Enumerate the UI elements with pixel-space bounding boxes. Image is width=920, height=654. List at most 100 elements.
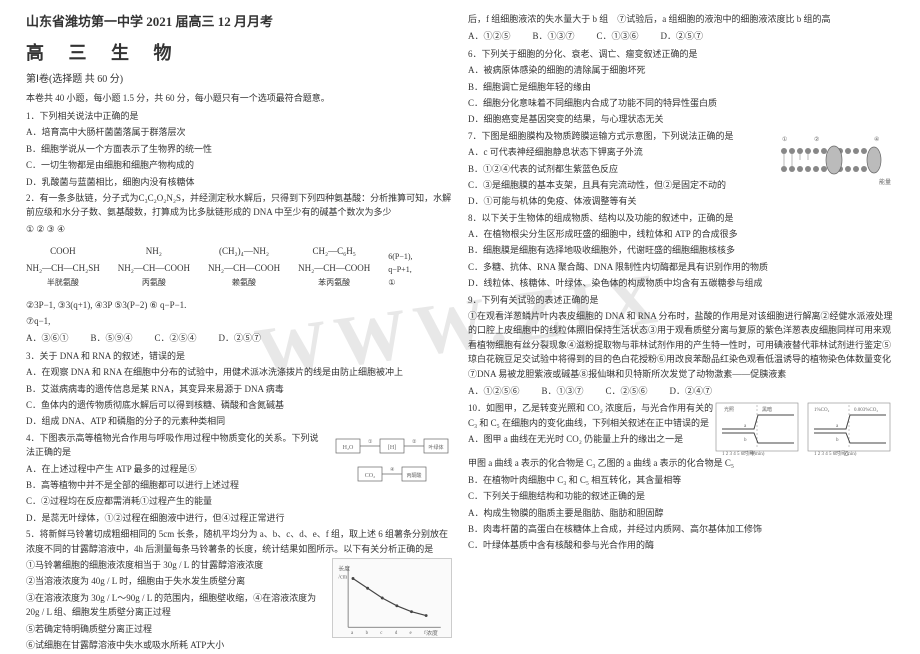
svg-text:0.003%CO₂: 0.003%CO₂	[854, 408, 878, 413]
q5-b: ②当溶液浓度为 40g / L 时，细胞由于失水发生质壁分离	[26, 574, 326, 588]
q2-a: A．③⑥①	[26, 331, 69, 345]
section-header: 第Ⅰ卷(选择题 共 60 分)	[26, 72, 452, 88]
question-6: 6．下列关于细胞的分化、衰老、调亡、瘤变叙述正确的是	[468, 47, 894, 61]
svg-text:①: ①	[782, 136, 787, 143]
svg-text:长度: 长度	[338, 565, 350, 573]
svg-text:a: a	[744, 424, 747, 429]
side6: ④3P ⑤3(P−2) ⑥ q−P−1.	[95, 300, 187, 310]
r0-d: D．②⑤⑦	[661, 29, 704, 43]
q2-d: D．②⑤⑦	[219, 331, 262, 345]
q8-b: B．细胞膜是细胞有选择地吸收细胞外，代谢旺盛的细胞细胞核核多	[468, 243, 894, 257]
right-column: 后，f 组细胞液浓的失水量大于 b 组 ⑦试验后，a 组细胞的液泡中的细胞液浓度…	[460, 12, 902, 639]
chem-1: COOH NH₂—CH—CH₂SH 半胱氨酸	[26, 244, 100, 290]
svg-text:b: b	[366, 631, 369, 636]
subject-title: 高 三 生 物	[26, 39, 452, 68]
chem-2: NH₂ NH₂—CH—COOH 丙氨酸	[118, 244, 190, 290]
q7-b: B．①②④代表的试剂都生紫蓝色反应	[468, 162, 768, 176]
q1-opt-d: D．乳酸菌与蓝菌相比，细胞内没有核糖体	[26, 175, 452, 189]
r0-b: B．①③⑦	[533, 29, 575, 43]
q10-b: 甲图 a 曲线 a 表示的化合物是 C₃ 乙图的 a 曲线 a 表示的化合物是 …	[468, 456, 894, 470]
q2-options: A．③⑥① B．⑤⑨④ C．②⑤④ D．②⑤⑦	[26, 331, 452, 345]
svg-text:①: ①	[368, 439, 373, 445]
svg-text:叶绿体: 叶绿体	[428, 444, 443, 451]
chem-1-f1: COOH	[26, 244, 100, 258]
q2-c: C．②⑤④	[155, 331, 197, 345]
q5-d: ⑤若确定特明确质壁分离正过程	[26, 622, 326, 636]
svg-text:②: ②	[412, 439, 417, 445]
side7: ⑦q−1,	[26, 314, 452, 328]
svg-text:1%CO₂: 1%CO₂	[814, 408, 830, 413]
q9-a: ①在观看洋葱鳞片叶内表皮细胞的 DNA 和 RNA 分布时，盐酸的作用是对该细胞…	[468, 309, 894, 381]
chem-3-f1: (CH₂)₄—NH₂	[208, 244, 280, 258]
svg-text:e: e	[410, 631, 412, 636]
q10-a: A．图甲 a 曲线在无光时 CO₂ 仍能量上升的缘出之一是	[468, 432, 714, 446]
q6-c: C．细胞分化意味着不同细胞内合成了功能不同的特异性蛋白质	[468, 96, 894, 110]
q5-a: ①马铃薯细胞的细胞液浓度相当于 30g / L 的甘露醇溶液浓度	[26, 558, 326, 572]
chem-2-name: 丙氨酸	[118, 277, 190, 290]
chart-q5: 长度 /cm 浓度 a b c d e f	[332, 558, 452, 638]
q3-c: C．鱼体内的遗传物质彻底水解后可以得到核糖、磷酸和含氮碱基	[26, 398, 452, 412]
question-9: 9．下列有关试验的表述正确的是	[468, 293, 894, 307]
side3: ①	[388, 277, 412, 290]
q4-d: D．是蕊无叶绿体，①②过程在细胞液中进行，但④过程正常进行	[26, 511, 326, 525]
question-1: 1．下列相关说法中正确的是	[26, 109, 452, 123]
side5: ③3(q+1),	[58, 300, 93, 310]
q9-options: A．①②⑤⑥ B．①③⑦ C．②⑤⑥ D．②④⑦	[468, 384, 894, 398]
q4-a: A．在上述过程中产生 ATP 最多的过程是⑤	[26, 462, 326, 476]
q7-c: C．③是细胞膜的基本支架，且具有完流动性，但②是固定不动的	[468, 178, 768, 192]
svg-text:/cm: /cm	[338, 574, 347, 580]
q10-c: B．在植物叶肉细胞中 C₃ 和 C₅ 相互转化，其含量相等	[468, 473, 894, 487]
svg-text:b: b	[744, 438, 747, 443]
diagram-q4: H₂O [H] 叶绿体 CO₂ 丙酮酸 ① ② ④	[332, 431, 452, 486]
svg-text:黑暗: 黑暗	[762, 406, 772, 413]
chem-4-f2: NH₂—CH—COOH	[298, 261, 370, 275]
q7-d: D．①可能与机体的免疫、体液调整等有关	[468, 194, 768, 208]
q6-a: A．被病原体感染的细胞的清除属于细胞坏死	[468, 63, 894, 77]
svg-text:a: a	[351, 631, 354, 636]
left-column: 山东省潍坊第一中学 2021 届高三 12 月月考 高 三 生 物 第Ⅰ卷(选择…	[18, 12, 460, 639]
chem-3: (CH₂)₄—NH₂ NH₂—CH—COOH 赖氨酸	[208, 244, 280, 290]
q11-b: B．肉毒杆菌的高蛋白在核糖体上合成，并经过内质网、高尔基体加工修饰	[468, 522, 894, 536]
chem-4-f1: CH₂—C₆H₅	[298, 244, 370, 258]
svg-text:④: ④	[874, 136, 879, 143]
main-title: 山东省潍坊第一中学 2021 届高三 12 月月考	[26, 12, 452, 33]
q2-b: B．⑤⑨④	[91, 331, 133, 345]
svg-text:H₂O: H₂O	[343, 445, 354, 451]
q9-oa: A．①②⑤⑥	[468, 384, 520, 398]
q9-od: D．②④⑦	[670, 384, 713, 398]
q8-a: A．在植物根尖分生区形成旺盛的细胞中，线粒体和 ATP 的合成很多	[468, 227, 894, 241]
q8-d: D．线粒体、核糖体、叶绿体、染色体的构成物质中均含有五碳糖参与组成	[468, 276, 894, 290]
svg-text:光照: 光照	[724, 406, 734, 413]
r0-c: C．①③⑥	[597, 29, 639, 43]
q11-c: C．叶绿体基质中含有核酸和参与光合作用的酶	[468, 538, 894, 552]
svg-text:④: ④	[390, 467, 395, 473]
chem-4-name: 苯丙氨酸	[298, 277, 370, 290]
r0-options: A．①②⑤ B．①③⑦ C．①③⑥ D．②⑤⑦	[468, 29, 894, 43]
instruction-text: 本卷共 40 小题，每小题 1.5 分，共 60 分，每小题只有一个选项最符合题…	[26, 91, 452, 105]
q1-opt-b: B．细胞学说从一个方面表示了生物界的统一性	[26, 142, 452, 156]
chart-q10: 光照 黑暗 a b 1 2 3 4 5 6时间(min) 甲 1%CO₂ 0.0…	[714, 401, 894, 456]
q5-e: ⑥试细胞在甘露醇溶液中失水或吸水所耗 ATP大小	[26, 638, 326, 652]
question-10: 10．如图甲，乙是转变光照和 CO₂ 浓度后，与光合作用有关的 C₃ 和 C₅ …	[468, 401, 714, 430]
svg-text:[H]: [H]	[388, 445, 396, 451]
q3-d: D．组成 DNA、ATP 和磷脂的分子的元素种类相同	[26, 414, 452, 428]
svg-text:c: c	[380, 631, 382, 636]
q2-formula-note: ① ② ③ ④	[26, 222, 452, 236]
question-5: 5．将新鲜马铃薯切成粗细相同的 5cm 长条，随机平均分为 a、b、c、d、e、…	[26, 527, 452, 556]
svg-text:a: a	[836, 424, 839, 429]
q4-b: B．高等植物中并不是全部的细胞都可以进行上述过程	[26, 478, 326, 492]
chem-formula-row: COOH NH₂—CH—CH₂SH 半胱氨酸 NH₂ NH₂—CH—COOH 丙…	[26, 244, 452, 290]
q5-c: ③在溶液浓度为 30g / L～90g / L 的范围内，细胞壁收缩，④在溶液浓…	[26, 591, 326, 620]
q7-a: A．c 可代表神经细胞静息状态下钾离子外流	[468, 145, 768, 159]
q9-oc: C．②⑤⑥	[606, 384, 648, 398]
chem-3-f2: NH₂—CH—COOH	[208, 261, 280, 275]
svg-text:CO₂: CO₂	[365, 473, 375, 479]
side1: 6(P−1),	[388, 251, 412, 264]
svg-text:②: ②	[814, 136, 819, 143]
question-2: 2．有一条多肽链，分子式为C₃C₂O₂N₂S，并经测定秋水解后，只得到下列四种氨…	[26, 191, 452, 220]
side4: ②3P−1,	[26, 300, 55, 310]
r0: 后，f 组细胞液浓的失水量大于 b 组 ⑦试验后，a 组细胞的液泡中的细胞液浓度…	[468, 12, 894, 26]
q6-d: D．细胞癌变是基因突变的结果，与心理状态无关	[468, 112, 894, 126]
svg-text:能量: 能量	[879, 178, 891, 186]
q9-ob: B．①③⑦	[542, 384, 584, 398]
